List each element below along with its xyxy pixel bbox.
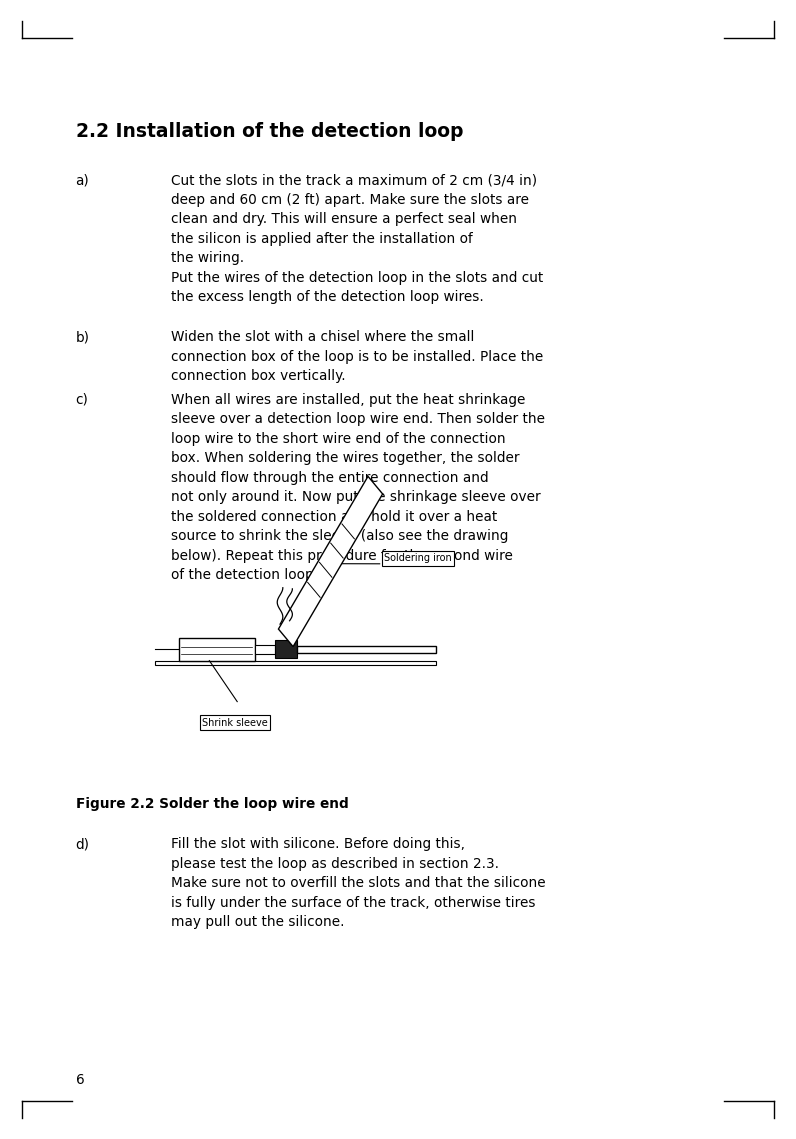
Text: Figure 2.2 Solder the loop wire end: Figure 2.2 Solder the loop wire end	[76, 797, 349, 811]
Bar	[155, 661, 436, 665]
Bar	[275, 640, 297, 658]
Text: Shrink sleeve: Shrink sleeve	[202, 718, 267, 728]
Text: When all wires are installed, put the heat shrinkage
sleeve over a detection loo: When all wires are installed, put the he…	[171, 393, 545, 582]
Polygon shape	[279, 476, 383, 647]
Text: Cut the slots in the track a maximum of 2 cm (3/4 in)
deep and 60 cm (2 ft) apar: Cut the slots in the track a maximum of …	[171, 173, 544, 304]
Text: c): c)	[76, 393, 88, 407]
Text: d): d)	[76, 837, 90, 851]
Text: b): b)	[76, 330, 90, 344]
Text: a): a)	[76, 173, 89, 187]
Text: Fill the slot with silicone. Before doing this,
please test the loop as describe: Fill the slot with silicone. Before doin…	[171, 837, 546, 929]
Bar	[179, 638, 255, 661]
Text: 2.2 Installation of the detection loop: 2.2 Installation of the detection loop	[76, 122, 463, 141]
Text: 6: 6	[76, 1073, 84, 1087]
Text: Soldering iron: Soldering iron	[384, 554, 452, 563]
Bar	[297, 646, 436, 653]
Bar	[255, 645, 275, 654]
Text: Widen the slot with a chisel where the small
connection box of the loop is to be: Widen the slot with a chisel where the s…	[171, 330, 544, 384]
